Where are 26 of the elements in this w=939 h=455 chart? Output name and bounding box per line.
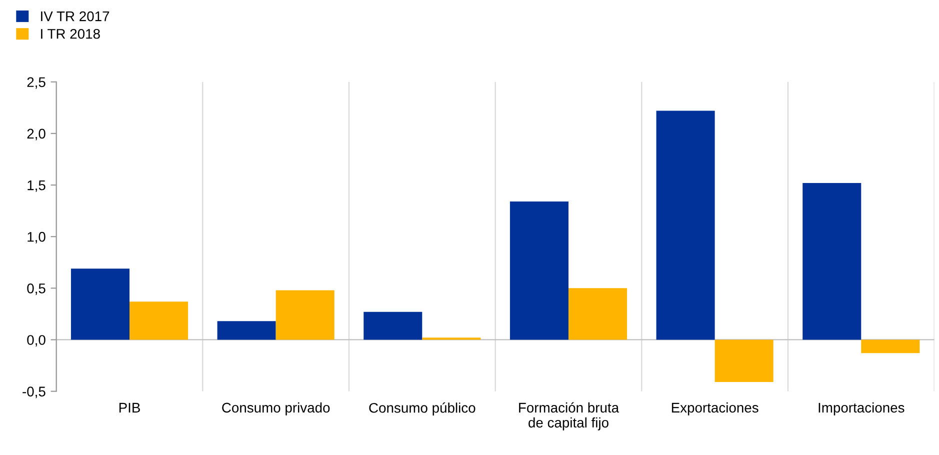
x-tick-label: Consumo privado [222,402,330,416]
y-tick-label: 1,0 [28,232,46,244]
bar [510,202,568,340]
x-tick-label: Formación bruta de capital fijo [519,402,620,430]
bar [568,288,628,340]
y-tick-label: 2,0 [27,128,46,140]
bar [656,110,715,340]
x-tick-label: Consumo público [369,402,476,416]
x-tick-label: Importaciones [818,402,904,416]
bar [276,290,334,340]
bar [130,302,188,340]
bar [861,340,920,354]
bar [714,340,774,382]
bar [217,321,276,340]
legend-label: IV TR 2017 [41,11,110,22]
y-tick-label: 0,5 [27,284,46,295]
x-tick-label: Exportaciones [672,402,758,416]
bar [802,182,862,340]
y-tick-label: 2,5 [27,77,46,89]
y-tick-label: 0,0 [27,335,46,347]
x-tick-label: PIB [119,402,140,412]
y-tick-label: -0,5 [22,386,46,398]
bar [70,268,130,340]
y-tick-label: 1,5 [28,180,46,192]
bar [364,312,422,340]
legend-label: I TR 2018 [41,28,100,39]
